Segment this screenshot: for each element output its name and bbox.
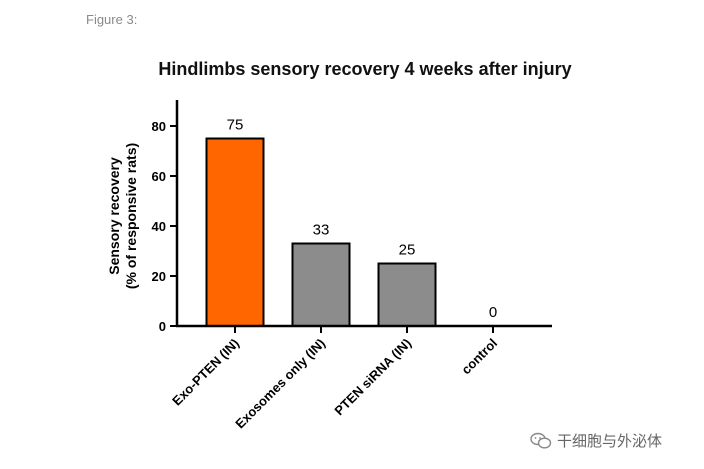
watermark-text: 干细胞与外泌体	[557, 433, 663, 450]
bar-0	[205, 137, 265, 327]
x-tick-label-0: Exo-PTEN (IN)	[169, 336, 242, 409]
figure-label: Figure 3:	[86, 12, 138, 27]
y-axis-label-line-1: Sensory recovery	[106, 157, 122, 275]
bar-2	[377, 262, 437, 327]
bar-value-label-2: 25	[399, 242, 416, 259]
bar-value-label-1: 33	[313, 222, 330, 239]
chart-title: Hindlimbs sensory recovery 4 weeks after…	[158, 59, 571, 79]
y-tick-label-3: 60	[152, 169, 166, 184]
x-tick-label-1: Exosomes only (IN)	[232, 336, 328, 432]
x-tick-label-3: control	[458, 336, 500, 378]
y-tick-label-1: 20	[152, 269, 166, 284]
bar-value-label-0: 75	[227, 117, 244, 134]
bar-value-label-3: 0	[489, 304, 497, 321]
y-tick-label-0: 0	[159, 319, 166, 334]
y-axis-label-line-2: (% of responsive rats)	[123, 143, 139, 289]
plot-area: 75 33 25 0 0 20 40 60 80 Exo-PTEN (IN)Exosomes on…	[152, 100, 552, 431]
x-tick-label-2: PTEN siRNA (IN)	[331, 336, 414, 419]
y-tick-label-2: 40	[152, 219, 166, 234]
bar-1	[291, 242, 351, 327]
wechat-icon	[530, 432, 552, 449]
y-axis-label: Sensory recovery (% of responsive rats)	[106, 143, 139, 289]
y-tick-label-4: 80	[152, 119, 166, 134]
watermark: 干细胞与外泌体	[530, 430, 662, 451]
